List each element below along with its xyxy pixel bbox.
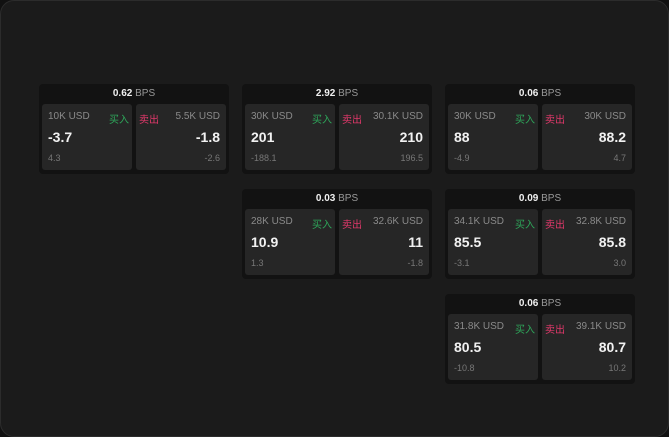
- sell-button[interactable]: 卖出 5.5K USD -1.8 -2.6: [136, 104, 226, 170]
- sell-label: 卖出: [342, 220, 362, 231]
- sell-button[interactable]: 卖出 32.6K USD 11 -1.8: [339, 209, 429, 275]
- spread-value: 2.92: [315, 88, 336, 99]
- buy-change: -4.9: [454, 153, 470, 163]
- buy-button[interactable]: 30K USD 买入 201 -188.1: [245, 104, 335, 170]
- buy-button[interactable]: 30K USD 买入 88 -4.9: [448, 104, 538, 170]
- buy-button[interactable]: 31.8K USD 买入 80.5 -10.8: [448, 314, 538, 380]
- sell-size: 32.8K USD: [575, 216, 626, 227]
- sell-price: 80.7: [598, 339, 626, 355]
- buy-size: 31.8K USD: [454, 321, 505, 332]
- sell-price: -1.8: [195, 129, 220, 145]
- spread-unit: BPS: [135, 88, 156, 99]
- spread-header: 0.06 BPS: [445, 84, 635, 104]
- buy-button[interactable]: 10K USD 买入 -3.7 4.3: [42, 104, 132, 170]
- sell-button[interactable]: 卖出 32.8K USD 85.8 3.0: [542, 209, 632, 275]
- sell-label: 卖出: [139, 115, 159, 126]
- spread-header: 0.62 BPS: [39, 84, 229, 104]
- spread-unit: BPS: [338, 193, 359, 204]
- sell-price: 88.2: [598, 129, 626, 145]
- buy-price: 10.9: [251, 234, 279, 250]
- buy-change: -10.8: [454, 363, 475, 373]
- spread-value: 0.06: [518, 298, 539, 309]
- sell-change: 10.2: [608, 363, 626, 373]
- sell-size: 30.1K USD: [372, 111, 423, 122]
- buy-size: 28K USD: [251, 216, 293, 227]
- buy-label: 买入: [515, 115, 535, 126]
- quote-card: 0.62 BPS 10K USD 买入 -3.7 4.3 卖出 5.5K USD…: [39, 84, 229, 174]
- spread-value: 0.03: [315, 193, 336, 204]
- sell-label: 卖出: [545, 325, 565, 336]
- spread-unit: BPS: [541, 88, 562, 99]
- sell-button[interactable]: 卖出 30K USD 88.2 4.7: [542, 104, 632, 170]
- sell-price: 210: [399, 129, 423, 145]
- buy-price: -3.7: [48, 129, 73, 145]
- sell-size: 39.1K USD: [575, 321, 626, 332]
- sell-change: -1.8: [407, 258, 423, 268]
- sell-label: 卖出: [545, 220, 565, 231]
- spread-value: 0.62: [112, 88, 133, 99]
- buy-price: 88: [454, 129, 470, 145]
- spread-header: 0.09 BPS: [445, 189, 635, 209]
- sell-button[interactable]: 卖出 30.1K USD 210 196.5: [339, 104, 429, 170]
- quote-card: 0.06 BPS 31.8K USD 买入 80.5 -10.8 卖出 39.1…: [445, 294, 635, 384]
- buy-label: 买入: [515, 220, 535, 231]
- buy-change: 4.3: [48, 153, 61, 163]
- buy-change: -188.1: [251, 153, 277, 163]
- sell-size: 30K USD: [584, 111, 626, 122]
- buy-button[interactable]: 28K USD 买入 10.9 1.3: [245, 209, 335, 275]
- spread-header: 0.06 BPS: [445, 294, 635, 314]
- sell-price: 11: [408, 234, 423, 250]
- spread-header: 2.92 BPS: [242, 84, 432, 104]
- buy-button[interactable]: 34.1K USD 买入 85.5 -3.1: [448, 209, 538, 275]
- sell-button[interactable]: 卖出 39.1K USD 80.7 10.2: [542, 314, 632, 380]
- sell-label: 卖出: [545, 115, 565, 126]
- spread-value: 0.06: [518, 88, 539, 99]
- quote-card: 0.06 BPS 30K USD 买入 88 -4.9 卖出 30K USD 8…: [445, 84, 635, 174]
- spread-header: 0.03 BPS: [242, 189, 432, 209]
- sell-change: -2.6: [204, 153, 220, 163]
- buy-change: -3.1: [454, 258, 470, 268]
- quote-card: 2.92 BPS 30K USD 买入 201 -188.1 卖出 30.1K …: [242, 84, 432, 174]
- spread-value: 0.09: [518, 193, 539, 204]
- buy-price: 201: [251, 129, 275, 145]
- sell-change: 3.0: [613, 258, 626, 268]
- sell-label: 卖出: [342, 115, 362, 126]
- buy-label: 买入: [312, 220, 332, 231]
- sell-size: 5.5K USD: [175, 111, 220, 122]
- spread-unit: BPS: [541, 298, 562, 309]
- sell-change: 196.5: [400, 153, 423, 163]
- buy-label: 买入: [109, 115, 129, 126]
- sell-price: 85.8: [598, 234, 626, 250]
- buy-price: 80.5: [454, 339, 482, 355]
- buy-label: 买入: [515, 325, 535, 336]
- buy-size: 10K USD: [48, 111, 90, 122]
- sell-change: 4.7: [613, 153, 626, 163]
- sell-size: 32.6K USD: [372, 216, 423, 227]
- quote-card: 0.03 BPS 28K USD 买入 10.9 1.3 卖出 32.6K US…: [242, 189, 432, 279]
- buy-size: 30K USD: [454, 111, 496, 122]
- spread-unit: BPS: [338, 88, 359, 99]
- buy-label: 买入: [312, 115, 332, 126]
- buy-change: 1.3: [251, 258, 264, 268]
- quote-card: 0.09 BPS 34.1K USD 买入 85.5 -3.1 卖出 32.8K…: [445, 189, 635, 279]
- buy-price: 85.5: [454, 234, 482, 250]
- spread-unit: BPS: [541, 193, 562, 204]
- buy-size: 30K USD: [251, 111, 293, 122]
- buy-size: 34.1K USD: [454, 216, 505, 227]
